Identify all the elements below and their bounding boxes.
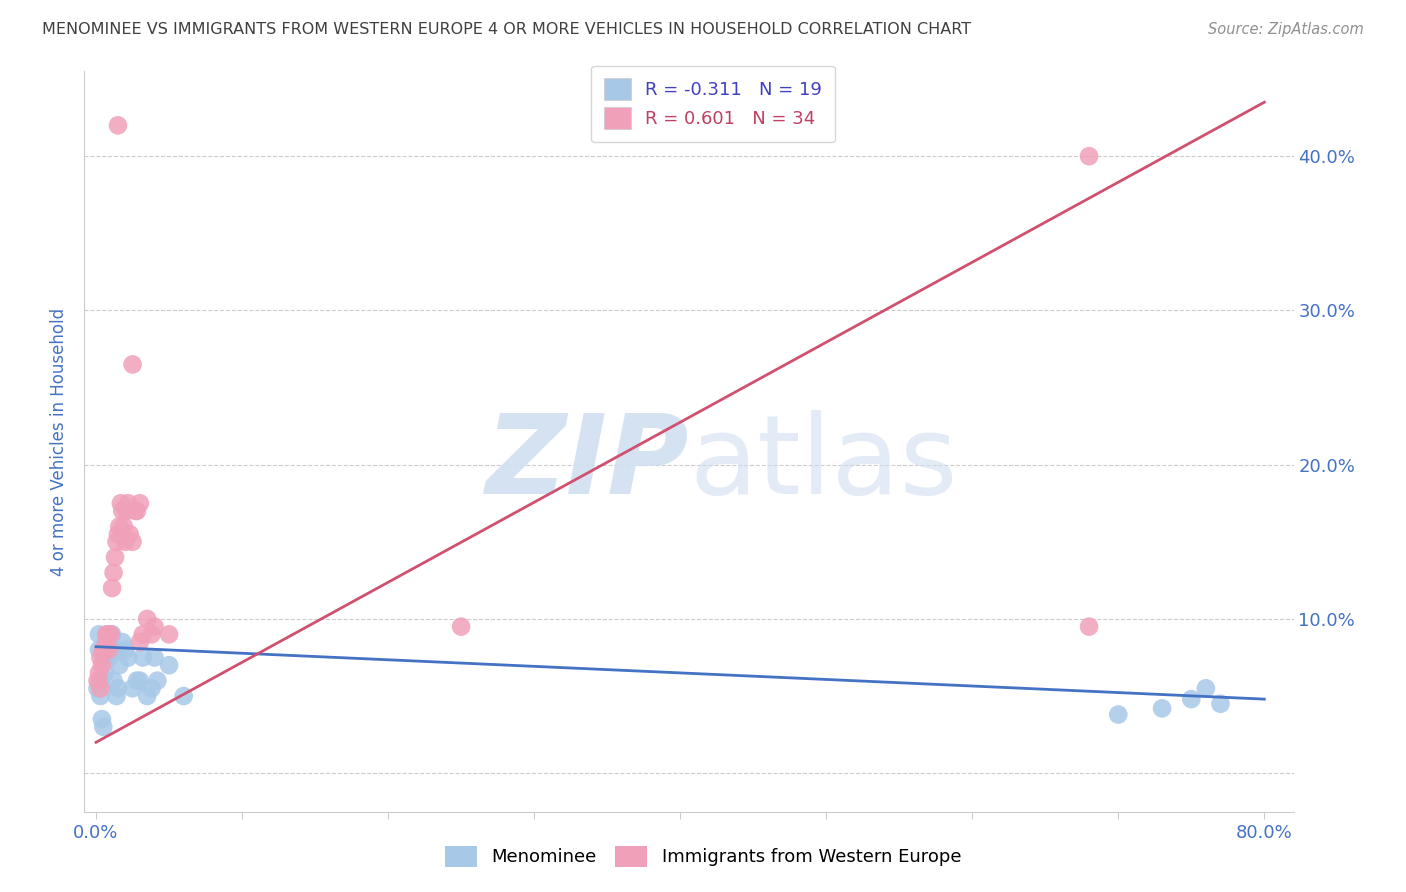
Point (143, 650, 166, 665)
Point (105, 689, 128, 703)
Point (1078, 619, 1101, 633)
Point (125, 504, 148, 518)
Point (146, 673, 169, 688)
Point (97, 627, 120, 641)
Point (87, 642, 110, 657)
Point (132, 627, 155, 641)
Point (94, 665, 117, 680)
Point (93, 642, 115, 657)
Point (96, 635, 118, 649)
Point (173, 689, 195, 703)
Point (121, 681, 143, 696)
Point (94, 642, 117, 657)
Point (89, 673, 111, 688)
Legend: Menominee, Immigrants from Western Europe: Menominee, Immigrants from Western Europ… (437, 838, 969, 874)
Point (1078, 149, 1101, 163)
Point (450, 619, 472, 633)
Point (101, 581, 124, 595)
Point (117, 496, 139, 510)
Point (1152, 701, 1174, 715)
Point (86, 673, 108, 688)
Point (121, 358, 143, 372)
Point (104, 642, 127, 657)
Point (121, 534, 143, 549)
Point (100, 627, 122, 641)
Point (98, 642, 121, 657)
Point (105, 534, 128, 549)
Point (136, 612, 159, 626)
Point (93, 720, 115, 734)
Point (98, 650, 121, 665)
Point (111, 635, 134, 649)
Point (115, 504, 138, 518)
Point (96, 627, 118, 641)
Y-axis label: 4 or more Vehicles in Household: 4 or more Vehicles in Household (51, 308, 69, 575)
Point (97, 635, 120, 649)
Point (89, 650, 111, 665)
Point (89, 689, 111, 703)
Point (100, 627, 122, 641)
Point (90, 712, 112, 726)
Point (87, 665, 110, 680)
Point (107, 527, 129, 541)
Point (101, 627, 124, 641)
Point (89, 681, 111, 696)
Point (108, 658, 131, 673)
Point (1195, 681, 1218, 696)
Point (103, 566, 125, 580)
Legend: R = -0.311   N = 19, R = 0.601   N = 34: R = -0.311 N = 19, R = 0.601 N = 34 (592, 66, 835, 142)
Point (107, 681, 129, 696)
Point (132, 650, 155, 665)
Point (128, 496, 150, 510)
Point (128, 673, 150, 688)
Point (108, 519, 131, 533)
Point (114, 642, 136, 657)
Point (157, 658, 180, 673)
Point (90, 658, 112, 673)
Point (117, 650, 139, 665)
Point (136, 689, 159, 703)
Point (1107, 707, 1129, 722)
Text: atlas: atlas (689, 410, 957, 517)
Point (141, 681, 163, 696)
Point (96, 642, 118, 657)
Point (1180, 692, 1202, 706)
Point (1209, 697, 1232, 711)
Point (118, 527, 141, 541)
Point (157, 627, 180, 641)
Text: MENOMINEE VS IMMIGRANTS FROM WESTERN EUROPE 4 OR MORE VEHICLES IN HOUSEHOLD CORR: MENOMINEE VS IMMIGRANTS FROM WESTERN EUR… (42, 22, 972, 37)
Point (124, 504, 146, 518)
Text: ZIP: ZIP (485, 410, 689, 517)
Point (110, 496, 132, 510)
Point (111, 504, 134, 518)
Point (141, 627, 163, 641)
Point (128, 635, 150, 649)
Text: Source: ZipAtlas.com: Source: ZipAtlas.com (1208, 22, 1364, 37)
Point (103, 673, 125, 688)
Point (94, 650, 117, 665)
Point (112, 519, 135, 533)
Point (86, 681, 108, 696)
Point (87, 627, 110, 641)
Point (143, 619, 166, 633)
Point (125, 673, 148, 688)
Point (114, 534, 136, 549)
Point (107, 119, 129, 133)
Point (104, 550, 127, 565)
